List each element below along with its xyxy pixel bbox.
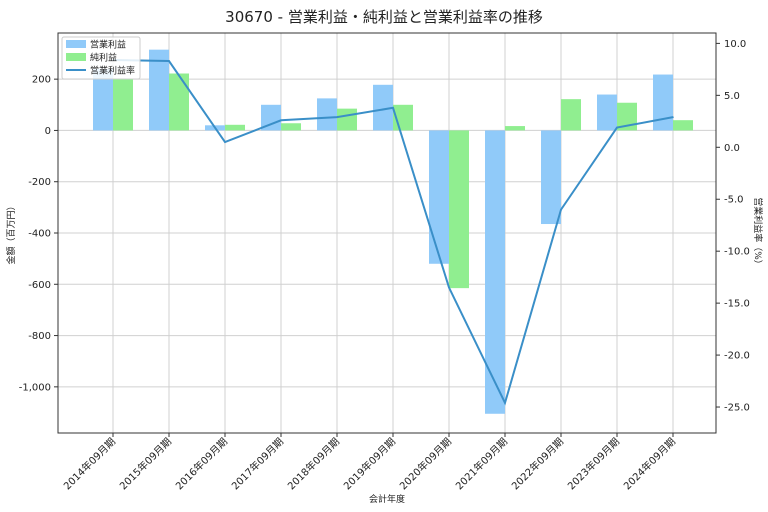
x-tick-label: 2023年09月期 (565, 435, 622, 492)
x-tick-label: 2014年09月期 (61, 435, 118, 492)
line-point (224, 141, 226, 143)
line-point (280, 119, 282, 122)
y2-tick-label: 0.0 (724, 143, 740, 154)
bar-営業利益 (261, 104, 281, 131)
y2-tick-label: -15.0 (724, 299, 750, 310)
bar-純利益 (281, 123, 301, 131)
bar-純利益 (169, 73, 189, 131)
bar-純利益 (505, 126, 525, 131)
y-tick-label: -600 (28, 280, 51, 291)
line-point (336, 116, 338, 118)
bar-営業利益 (485, 130, 505, 414)
x-tick-label: 2017年09月期 (229, 435, 286, 492)
legend-label: 営業利益 (90, 39, 126, 51)
bar-営業利益 (317, 98, 337, 131)
bar-純利益 (561, 99, 581, 131)
y-axis-ticks: 200 0 -200 -400 -600 -800 -1,000 (19, 75, 58, 393)
x-tick-label: 2019年09月期 (341, 435, 398, 492)
x-axis-ticks: 2014年09月期 2015年09月期 2016年09月期 2017年09月期 2018… (61, 433, 678, 492)
bars (93, 49, 693, 414)
line-point (672, 116, 674, 118)
y2-tick-label: -10.0 (724, 247, 750, 258)
line-point (616, 126, 618, 129)
y2-tick-label: -20.0 (724, 351, 750, 362)
bar-営業利益 (541, 130, 561, 225)
bar-純利益 (617, 102, 637, 131)
legend-label: 純利益 (90, 52, 117, 64)
y2-tick-label: 10.0 (724, 39, 746, 50)
bar-営業利益 (429, 130, 449, 264)
y-tick-label: -800 (28, 331, 51, 342)
bar-営業利益 (653, 74, 673, 131)
bar-純利益 (449, 130, 469, 289)
y-tick-label: -400 (28, 229, 51, 240)
x-tick-label: 2020年09月期 (397, 435, 454, 492)
legend-label: 営業利益率 (90, 65, 135, 77)
bar-純利益 (113, 79, 133, 131)
y-tick-label: -200 (28, 177, 51, 188)
y2-axis-label: 営業利益率（%） (752, 197, 764, 269)
bar-営業利益 (373, 84, 393, 131)
chart-title: 30670 - 営業利益・純利益と営業利益率の推移 (225, 8, 543, 26)
x-tick-label: 2018年09月期 (285, 435, 342, 492)
x-tick-label: 2022年09月期 (509, 435, 566, 492)
y-tick-label: 200 (32, 75, 51, 86)
x-tick-label: 2021年09月期 (453, 435, 510, 492)
bar-営業利益 (597, 94, 617, 131)
line-point (448, 286, 450, 289)
bar-純利益 (337, 108, 357, 131)
y2-tick-label: 5.0 (724, 91, 740, 102)
line-point (168, 60, 170, 62)
line-point (560, 208, 562, 211)
y-axis-label: 金額（百万円） (5, 201, 17, 264)
legend-swatch (66, 53, 86, 61)
y2-axis-ticks: 10.0 5.0 0.0 -5.0 -10.0 -15.0 -20.0 -25.0 (716, 39, 750, 414)
y-tick-label: -1,000 (19, 382, 51, 393)
bar-純利益 (673, 120, 693, 131)
bar-営業利益 (149, 49, 169, 131)
x-tick-label: 2015年09月期 (117, 435, 174, 492)
x-tick-label: 2024年09月期 (621, 435, 678, 492)
x-tick-label: 2016年09月期 (173, 435, 230, 492)
line-point (392, 107, 394, 109)
y2-tick-label: -5.0 (724, 195, 744, 206)
bar-営業利益 (93, 68, 113, 131)
line-point (504, 402, 506, 404)
y-tick-label: 0 (45, 126, 51, 137)
legend-swatch (66, 40, 86, 48)
y2-tick-label: -25.0 (724, 403, 750, 414)
x-axis-label: 会計年度 (369, 493, 405, 505)
bar-純利益 (225, 124, 245, 131)
